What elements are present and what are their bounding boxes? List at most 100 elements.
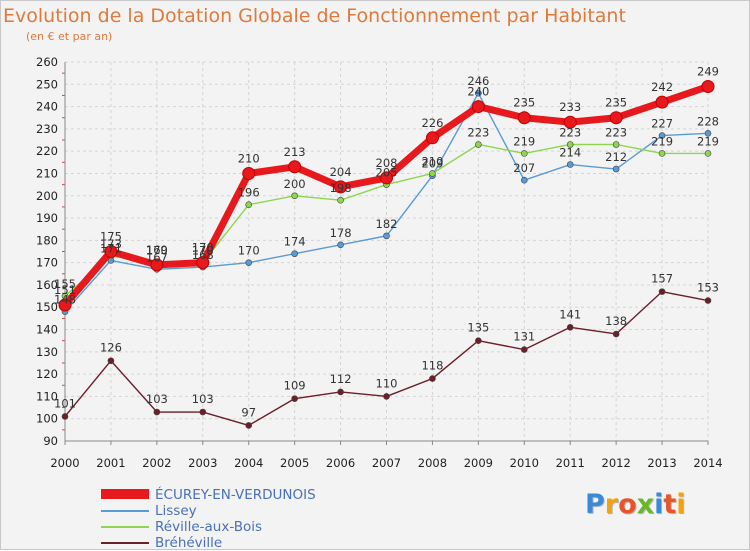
data-label: 155 — [54, 277, 76, 291]
data-label: 126 — [100, 341, 122, 355]
legend-swatch — [101, 510, 149, 512]
data-label: 138 — [605, 314, 627, 328]
data-label: 170 — [192, 244, 214, 258]
data-point — [334, 180, 348, 194]
data-label: 109 — [284, 379, 306, 393]
data-label: 170 — [146, 244, 168, 258]
data-point — [655, 95, 669, 109]
data-point — [242, 166, 256, 180]
x-tick-label: 2009 — [464, 456, 493, 470]
data-point — [658, 132, 666, 139]
y-tick-label: 110 — [36, 389, 58, 403]
data-label: 141 — [559, 307, 581, 321]
data-point — [425, 131, 439, 145]
data-point — [196, 256, 210, 270]
data-label: 178 — [330, 226, 352, 240]
data-point — [199, 408, 207, 416]
data-label: 219 — [697, 134, 719, 148]
y-tick-label: 250 — [36, 77, 58, 91]
x-tick-label: 2012 — [602, 456, 631, 470]
data-label: 210 — [238, 151, 260, 165]
data-label: 170 — [192, 241, 214, 255]
data-point — [612, 330, 620, 338]
legend-swatch — [101, 542, 149, 544]
data-labels: 101 126 103 103 97 109 112 110 118 135 131 141 138 15… — [54, 65, 719, 420]
x-tick-label: 2002 — [142, 456, 171, 470]
data-point — [520, 150, 528, 157]
data-label: 196 — [238, 186, 260, 200]
data-label: 210 — [421, 154, 443, 168]
x-tick-label: 2013 — [647, 456, 676, 470]
data-label: 242 — [651, 80, 673, 94]
data-point — [704, 150, 712, 157]
data-point — [612, 141, 620, 148]
data-label: 219 — [651, 134, 673, 148]
data-point — [383, 232, 390, 240]
data-point — [245, 201, 253, 208]
data-point — [471, 100, 485, 114]
data-label: 212 — [605, 150, 627, 164]
data-point — [704, 130, 712, 137]
data-point — [337, 388, 344, 396]
data-point — [475, 337, 482, 344]
data-label: 157 — [651, 272, 673, 286]
data-point — [563, 115, 577, 129]
data-point — [150, 258, 164, 272]
data-label: 226 — [421, 116, 443, 130]
legend-label: Lissey — [155, 503, 197, 519]
data-point — [517, 111, 531, 125]
y-tick-label: 120 — [36, 367, 58, 381]
logo-letter: t — [663, 489, 677, 520]
y-tick-label: 160 — [36, 278, 58, 292]
chart-title: Evolution de la Dotation Globale de Fonc… — [3, 5, 626, 27]
data-label: 135 — [467, 321, 489, 335]
data-point — [704, 297, 712, 304]
x-tick-label: 2014 — [693, 456, 722, 470]
data-label: 223 — [605, 125, 627, 139]
data-point — [475, 89, 482, 97]
data-label: 97 — [241, 405, 256, 419]
data-label: 214 — [559, 146, 581, 160]
data-point — [104, 245, 118, 258]
data-label: 118 — [421, 359, 443, 373]
data-label: 223 — [467, 125, 489, 139]
logo-letter: x — [636, 489, 655, 520]
data-label: 112 — [330, 372, 352, 386]
data-label: 200 — [284, 177, 306, 191]
logo-letter: i — [654, 489, 664, 520]
data-label: 170 — [238, 244, 260, 258]
data-label: 198 — [330, 181, 352, 195]
y-tick-label: 140 — [36, 323, 58, 337]
legend-swatch — [101, 489, 149, 499]
data-point — [58, 298, 72, 312]
data-label: 182 — [376, 217, 398, 231]
x-tick-label: 2004 — [234, 456, 263, 470]
logo-letter: r — [604, 489, 619, 520]
data-label: 110 — [376, 376, 398, 390]
data-point — [61, 413, 69, 420]
y-tick-label: 90 — [43, 434, 58, 448]
data-point — [566, 161, 574, 168]
data-point — [701, 80, 715, 94]
data-label: 207 — [513, 161, 535, 175]
data-label: 148 — [54, 293, 76, 307]
series-group — [58, 80, 715, 429]
x-tick-label: 2010 — [510, 456, 539, 470]
data-label: 168 — [192, 248, 214, 262]
data-point — [566, 323, 574, 331]
data-label: 175 — [100, 230, 122, 244]
data-label: 208 — [376, 156, 398, 170]
logo-letter: P — [585, 489, 605, 520]
data-point — [475, 141, 482, 148]
data-point — [609, 111, 623, 125]
data-point — [245, 422, 253, 429]
y-tick-label: 260 — [36, 55, 58, 69]
data-label: 103 — [192, 392, 214, 406]
data-point — [658, 150, 666, 157]
data-point — [337, 241, 344, 249]
plot-area — [65, 62, 708, 441]
data-label: 233 — [559, 100, 581, 114]
data-label: 249 — [697, 65, 719, 79]
x-tick-label: 2006 — [326, 456, 355, 470]
